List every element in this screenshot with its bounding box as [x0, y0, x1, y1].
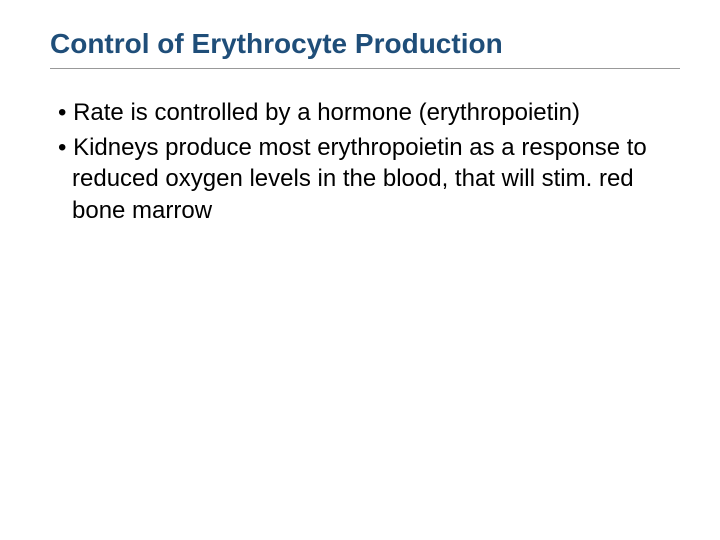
- slide-title: Control of Erythrocyte Production: [50, 28, 680, 69]
- slide-body: Rate is controlled by a hormone (erythro…: [50, 97, 680, 226]
- list-item: Rate is controlled by a hormone (erythro…: [50, 97, 680, 128]
- list-item: Kidneys produce most erythropoietin as a…: [50, 132, 680, 226]
- bullet-list: Rate is controlled by a hormone (erythro…: [50, 97, 680, 226]
- slide: Control of Erythrocyte Production Rate i…: [0, 0, 720, 540]
